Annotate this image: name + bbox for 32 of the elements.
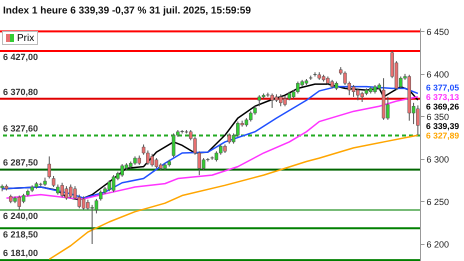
candlestick <box>258 94 262 107</box>
candlestick <box>228 132 232 144</box>
legend-label: Prix <box>17 32 34 44</box>
ref-line-label: 6 240,00 <box>3 210 38 221</box>
data-label: 6 377,05 <box>426 82 460 92</box>
candlestick <box>172 132 176 158</box>
candlestick <box>94 198 98 214</box>
candlestick <box>82 196 86 210</box>
y-tick-label: 6 400 <box>426 69 450 80</box>
y-tick-label: 6 450 <box>426 26 450 37</box>
y-tick-label: 6 300 <box>426 154 450 164</box>
ref-line-label: 6 427,00 <box>3 52 38 62</box>
ref-line-label: 6 181,00 <box>3 248 38 258</box>
candlestick <box>352 84 356 98</box>
y-tick-label: 6 250 <box>426 196 450 207</box>
y-tick-label: 6 350 <box>426 112 450 122</box>
chart-title: Index 1 heure 6 339,39 -0,37 % 31 juil. 2025, 15:59:59 <box>3 5 252 16</box>
y-tick-label: 6 200 <box>426 239 450 250</box>
text: 6 339,39 <box>426 120 460 131</box>
ref-line-label: 6 287,50 <box>3 158 38 168</box>
candlestick <box>154 158 158 169</box>
candlestick <box>64 186 68 200</box>
ref-line-label: 6 370,80 <box>3 86 38 97</box>
line-series <box>48 134 419 260</box>
ref-line-label: 6 218,50 <box>3 229 38 240</box>
data-label: 6 373,13 <box>426 92 460 102</box>
candlestick <box>283 96 287 107</box>
data-label: 6 369,26 <box>426 101 460 112</box>
candlestick <box>56 184 60 196</box>
data-label: 6 327,89 <box>426 130 460 140</box>
candlestick <box>112 174 116 193</box>
ref-line-label: 6 327,60 <box>3 123 38 134</box>
